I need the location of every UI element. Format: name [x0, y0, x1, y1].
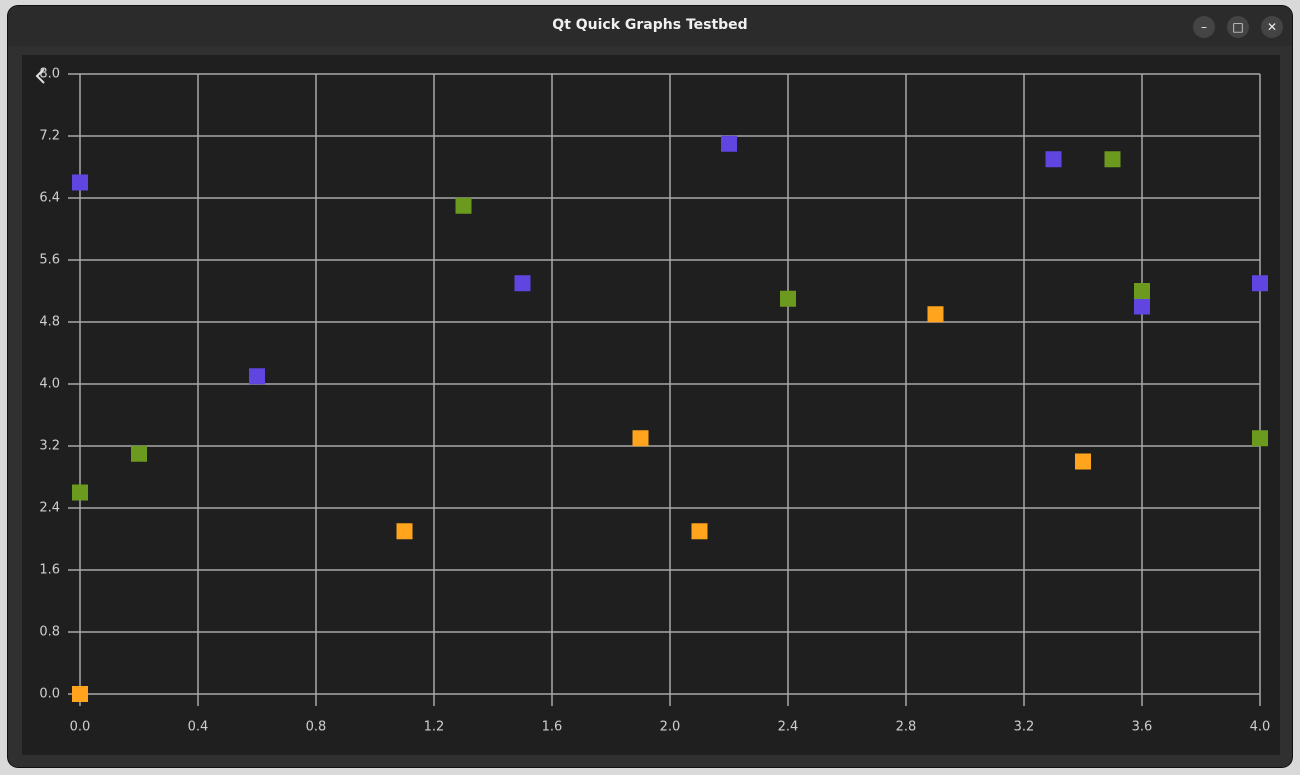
y-tick-label: 0.0 — [39, 687, 60, 702]
x-tick-label: 2.4 — [778, 720, 799, 735]
point — [396, 523, 413, 540]
point — [72, 686, 88, 702]
x-tick-label: 0.4 — [188, 720, 209, 735]
window-title: Qt Quick Graphs Testbed — [552, 17, 748, 33]
point — [72, 174, 88, 191]
point — [514, 275, 531, 292]
x-tick-label: 2.0 — [660, 720, 681, 735]
y-tick-label: 2.4 — [39, 501, 60, 516]
point — [927, 306, 944, 323]
x-tick-label: 0.0 — [70, 720, 91, 735]
point — [780, 290, 796, 307]
y-tick-label: 4.8 — [39, 315, 60, 330]
x-tick-label: 3.2 — [1014, 720, 1035, 735]
plot-background — [22, 55, 1280, 755]
y-tick-label: 6.4 — [39, 191, 60, 206]
x-tick-label: 2.8 — [896, 720, 917, 735]
x-tick-label: 3.6 — [1132, 720, 1153, 735]
point — [72, 484, 88, 501]
x-tick-label: 4.0 — [1250, 720, 1271, 735]
y-tick-label: 5.6 — [39, 253, 60, 268]
y-tick-label: 1.6 — [39, 563, 60, 578]
point — [1045, 151, 1062, 168]
close-button[interactable]: ✕ — [1261, 16, 1283, 38]
y-tick-label: 8.0 — [39, 67, 60, 82]
minimize-button[interactable]: – — [1193, 16, 1215, 38]
maximize-button[interactable]: □ — [1227, 16, 1249, 38]
y-tick-label: 3.2 — [39, 439, 60, 454]
point — [721, 135, 737, 152]
point — [1252, 430, 1268, 447]
back-button[interactable] — [32, 66, 52, 86]
x-tick-label: 1.6 — [542, 720, 563, 735]
point — [1252, 275, 1268, 292]
point — [632, 430, 649, 447]
point — [131, 445, 147, 462]
chart: 0.0 0.8 1.6 2.4 3.2 4.0 4.8 5.6 6.4 7.2 8.0 0.0 0.4 0… — [22, 55, 1280, 755]
point — [1075, 453, 1091, 470]
y-tick-label: 0.8 — [39, 625, 60, 640]
x-tick-label: 1.2 — [424, 720, 445, 735]
point — [1134, 283, 1150, 299]
y-tick-label: 4.0 — [39, 377, 60, 392]
point — [1134, 298, 1150, 315]
x-tick-label: 0.8 — [306, 720, 327, 735]
point — [691, 523, 708, 540]
title-bar: Qt Quick Graphs Testbed – □ ✕ — [8, 6, 1292, 46]
point — [455, 197, 472, 214]
y-tick-label: 7.2 — [39, 129, 60, 144]
point — [249, 368, 265, 385]
point — [1104, 151, 1121, 168]
